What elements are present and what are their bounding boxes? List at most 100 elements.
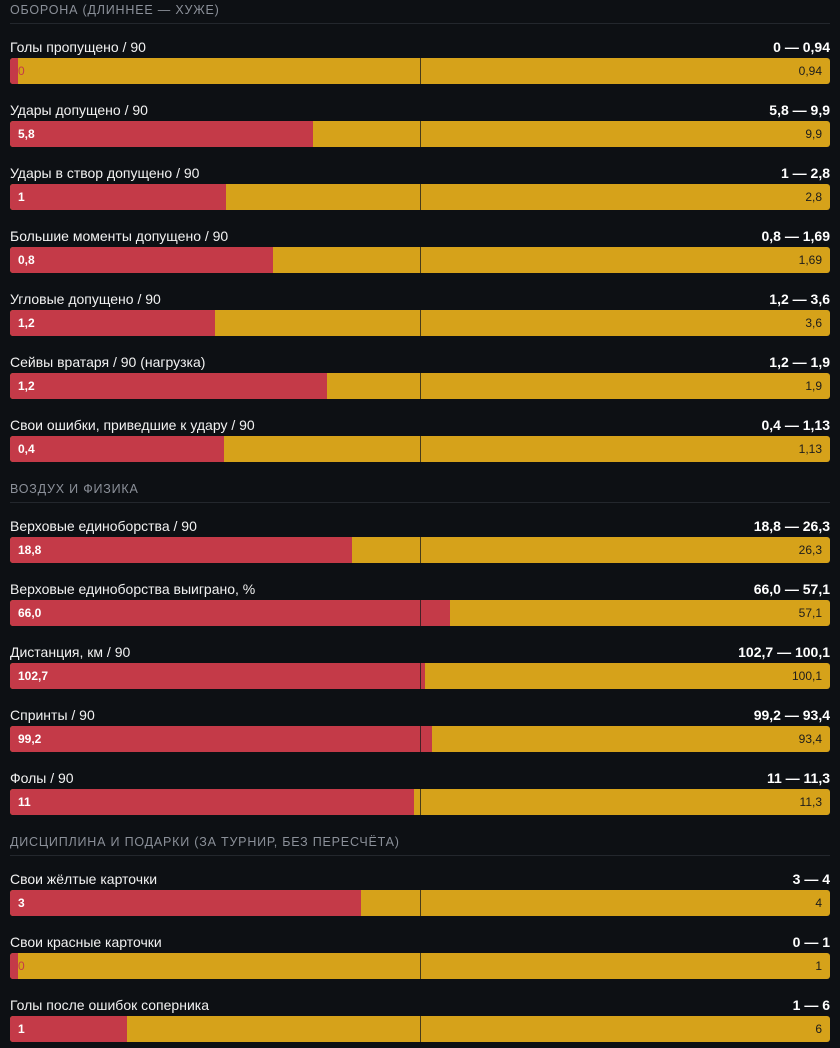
metric-label: Спринты / 90 <box>10 707 95 723</box>
metric-label: Фолы / 90 <box>10 770 74 786</box>
bar-right-value: 1 <box>815 959 822 973</box>
bar-right-value: 57,1 <box>798 606 822 620</box>
bar-left-value: 11 <box>18 795 31 809</box>
metric-summary: 0 — 1 <box>792 934 830 950</box>
bar-left-segment <box>10 58 18 84</box>
comparison-bar: 5,8 9,9 <box>10 121 830 147</box>
bar-right-value: 26,3 <box>798 543 822 557</box>
section-title: ОБОРОНА (ДЛИННЕЕ — ХУЖЕ) <box>10 3 830 24</box>
bar-midline <box>420 789 421 815</box>
bar-right-value: 2,8 <box>805 190 822 204</box>
metric-summary: 0,8 — 1,69 <box>761 228 831 244</box>
comparison-bar: 0 0,94 <box>10 58 830 84</box>
metric-summary: 1 — 2,8 <box>780 165 830 181</box>
bar-midline <box>420 726 421 752</box>
comparison-bar: 66,0 57,1 <box>10 600 830 626</box>
metric-label: Дистанция, км / 90 <box>10 644 131 660</box>
comparison-bar: 1,2 1,9 <box>10 373 830 399</box>
metric-label: Свои красные карточки <box>10 934 162 950</box>
metric-summary: 99,2 — 93,4 <box>753 707 830 723</box>
metric-label: Удары допущено / 90 <box>10 102 148 118</box>
metric-label: Верховые единоборства выиграно, % <box>10 581 256 597</box>
bar-right-value: 1,9 <box>805 379 822 393</box>
comparison-bar: 18,8 26,3 <box>10 537 830 563</box>
bar-midline <box>420 58 421 84</box>
section-title: ВОЗДУХ И ФИЗИКА <box>10 482 830 503</box>
bar-right-value: 3,6 <box>805 316 822 330</box>
bar-left-segment <box>10 436 225 462</box>
comparison-bar: 11 11,3 <box>10 789 830 815</box>
bar-midline <box>420 600 421 626</box>
comparison-bar: 99,2 93,4 <box>10 726 830 752</box>
bar-left-segment <box>10 726 433 752</box>
comparison-bar: 0,4 1,13 <box>10 436 830 462</box>
bar-left-segment <box>10 537 352 563</box>
bar-midline <box>420 184 421 210</box>
bar-left-value: 66,0 <box>18 606 42 620</box>
metric-summary: 3 — 4 <box>792 871 830 887</box>
metric-label: Свои жёлтые карточки <box>10 871 158 887</box>
bar-left-value: 1,2 <box>18 316 35 330</box>
comparison-bar: 102,7 100,1 <box>10 663 830 689</box>
bar-left-segment <box>10 663 426 689</box>
bar-right-value: 6 <box>815 1022 822 1036</box>
bar-midline <box>420 436 421 462</box>
metric-label: Большие моменты допущено / 90 <box>10 228 229 244</box>
metric-label: Угловые допущено / 90 <box>10 291 161 307</box>
metric-label: Сейвы вратаря / 90 (нагрузка) <box>10 354 206 370</box>
metric-label: Голы после ошибок соперника <box>10 997 209 1013</box>
metric-summary: 0 — 0,94 <box>773 39 830 55</box>
section-title: ДИСЦИПЛИНА И ПОДАРКИ (ЗА ТУРНИР, БЕЗ ПЕР… <box>10 835 830 856</box>
comparison-bar: 0,8 1,69 <box>10 247 830 273</box>
metric-label: Голы пропущено / 90 <box>10 39 146 55</box>
bar-midline <box>420 373 421 399</box>
bar-midline <box>420 310 421 336</box>
comparison-bar: 1,2 3,6 <box>10 310 830 336</box>
bar-midline <box>420 121 421 147</box>
bar-left-value: 1 <box>18 1022 25 1036</box>
bar-right-value: 93,4 <box>798 732 822 746</box>
bar-left-segment <box>10 1016 128 1042</box>
bar-right-value: 1,69 <box>798 253 822 267</box>
bar-left-value: 102,7 <box>18 669 49 683</box>
bar-left-value: 99,2 <box>18 732 42 746</box>
metric-label: Удары в створ допущено / 90 <box>10 165 200 181</box>
metric-summary: 18,8 — 26,3 <box>753 518 830 534</box>
bar-right-value: 9,9 <box>805 127 822 141</box>
metric-summary: 0,4 — 1,13 <box>761 417 831 433</box>
bar-left-segment <box>10 184 226 210</box>
bar-midline <box>420 663 421 689</box>
bar-midline <box>420 953 421 979</box>
bar-left-value: 1 <box>18 190 25 204</box>
bar-right-value: 4 <box>815 896 822 910</box>
bar-midline <box>420 537 421 563</box>
metric-summary: 102,7 — 100,1 <box>738 644 830 660</box>
bar-left-segment <box>10 890 362 916</box>
metric-label: Верховые единоборства / 90 <box>10 518 197 534</box>
bar-right-value: 100,1 <box>791 669 822 683</box>
bar-left-value: 0,4 <box>18 442 35 456</box>
bar-left-value: 3 <box>18 896 25 910</box>
bar-left-value: 0 <box>18 64 25 78</box>
comparison-bar: 1 2,8 <box>10 184 830 210</box>
metric-label: Свои ошибки, приведшие к удару / 90 <box>10 417 255 433</box>
bar-left-value: 1,2 <box>18 379 35 393</box>
bar-left-segment <box>10 247 274 273</box>
bar-left-segment <box>10 121 313 147</box>
bar-midline <box>420 247 421 273</box>
bar-midline <box>420 1016 421 1042</box>
metric-summary: 66,0 — 57,1 <box>753 581 830 597</box>
metric-summary: 1,2 — 1,9 <box>769 354 830 370</box>
bar-left-segment <box>10 373 328 399</box>
metric-summary: 5,8 — 9,9 <box>769 102 830 118</box>
bar-right-value: 1,13 <box>798 442 822 456</box>
bar-left-value: 0 <box>18 959 25 973</box>
bar-right-value: 0,94 <box>798 64 822 78</box>
bar-left-value: 5,8 <box>18 127 35 141</box>
metric-summary: 1,2 — 3,6 <box>769 291 830 307</box>
metric-summary: 1 — 6 <box>792 997 830 1013</box>
